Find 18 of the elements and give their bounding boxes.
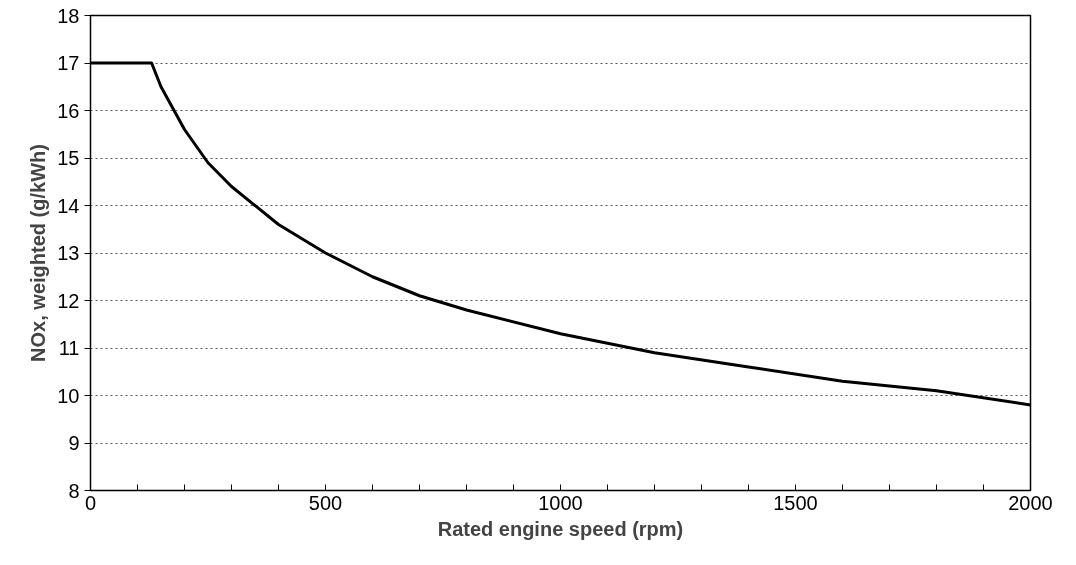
- y-tick-label: 11: [58, 337, 80, 359]
- y-tick-label: 13: [57, 242, 80, 264]
- x-axis-title: Rated engine speed (rpm): [437, 517, 684, 540]
- y-tick-label: 12: [57, 289, 80, 312]
- y-tick-label: 9: [68, 432, 80, 454]
- x-tick-label: 0: [84, 491, 97, 514]
- x-tick-label: 500: [308, 491, 343, 514]
- y-tick-label: 10: [57, 384, 80, 407]
- y-axis-title: NOx, weighted (g/kWh): [27, 144, 50, 362]
- y-tick-label: 18: [57, 4, 80, 27]
- y-tick-label: 15: [57, 147, 80, 169]
- y-tick-label: 14: [57, 194, 80, 217]
- x-tick-label: 1500: [773, 491, 818, 514]
- y-tick-label: 16: [57, 99, 80, 122]
- y-tick-label: 8: [68, 479, 80, 502]
- y-tick-label: 17: [57, 52, 80, 74]
- x-tick-label: 1000: [538, 491, 583, 514]
- x-tick-label: 2000: [1008, 491, 1053, 514]
